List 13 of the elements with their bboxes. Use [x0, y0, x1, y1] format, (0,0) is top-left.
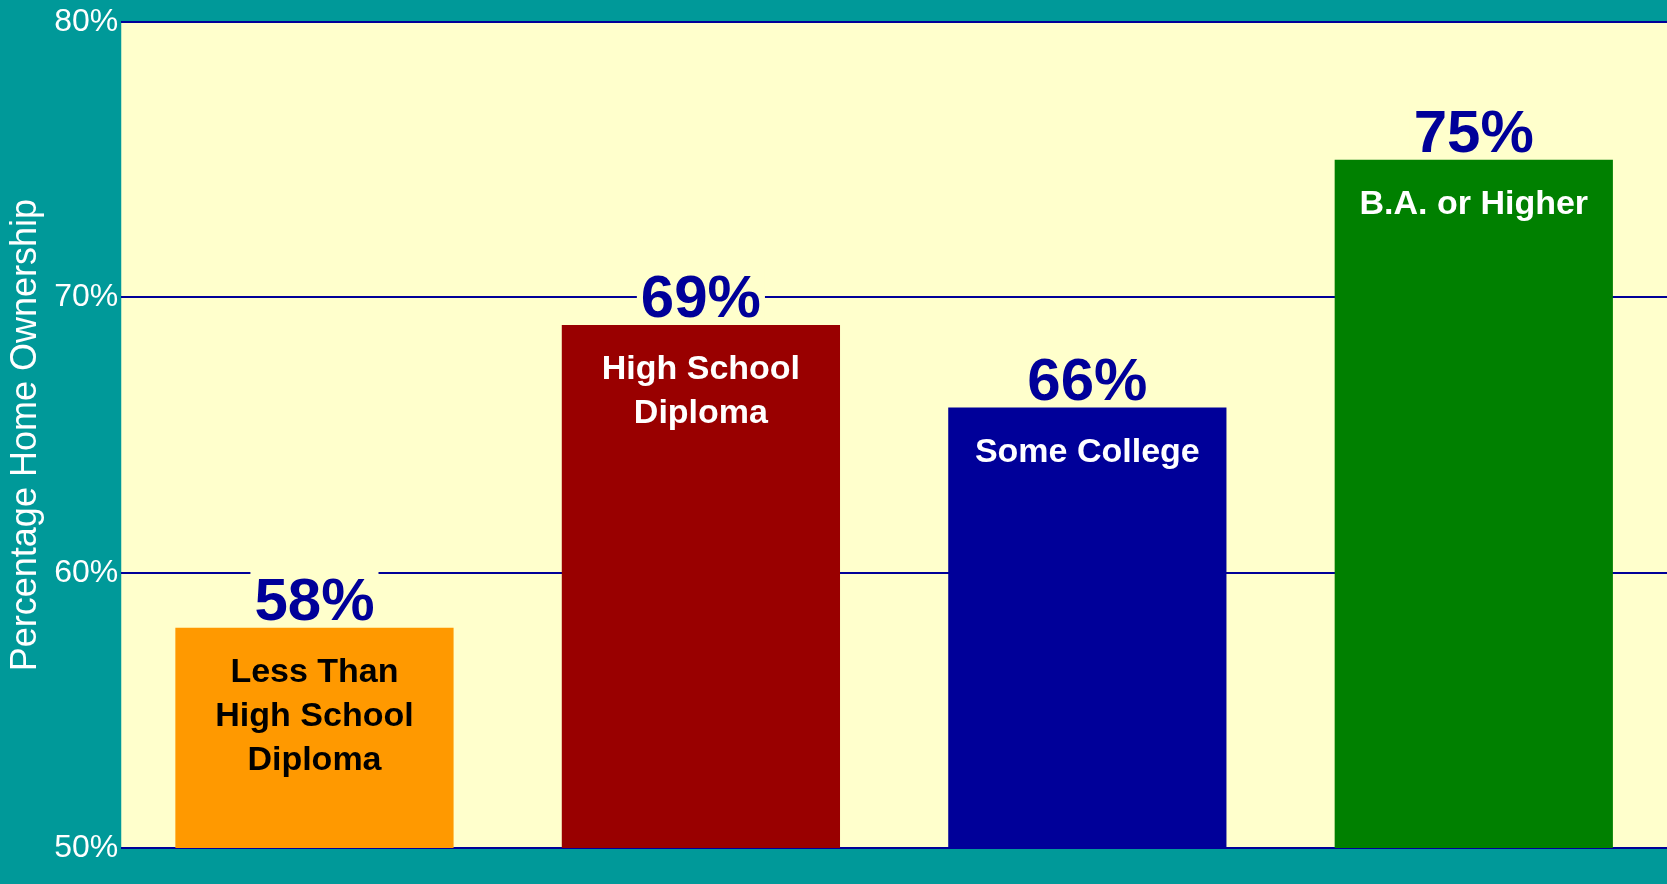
- data-label: 69%: [640, 262, 761, 330]
- x-tick-label: Less Than High School Diploma: [215, 651, 414, 778]
- y-tick-label: 80%: [54, 2, 119, 39]
- y-tick-label: 50%: [54, 827, 119, 864]
- x-tick-label: B.A. or Higher: [1359, 183, 1589, 222]
- data-label: 66%: [1027, 345, 1148, 413]
- y-tick-label: 60%: [54, 552, 119, 589]
- y-tick-label: 70%: [54, 277, 119, 314]
- x-tick-label: Some College: [974, 430, 1200, 469]
- data-label: 75%: [1413, 97, 1534, 165]
- data-label: 58%: [254, 565, 375, 633]
- y-axis-title: Percentage Home Ownership: [2, 198, 44, 672]
- x-tick-label: High School Diploma: [601, 348, 801, 431]
